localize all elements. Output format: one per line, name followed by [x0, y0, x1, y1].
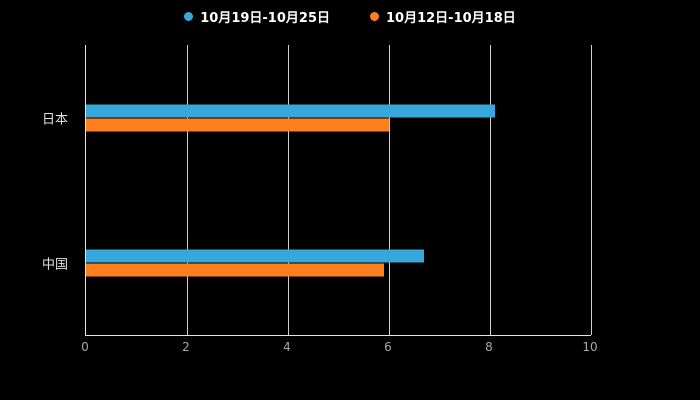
bar[interactable] [86, 104, 496, 117]
plot-area [85, 45, 592, 336]
y-axis-labels: 日本 中国 [0, 45, 78, 335]
bar-group [86, 104, 591, 131]
bar[interactable] [86, 263, 384, 276]
y-category-label: 日本 [41, 112, 68, 127]
gridline [490, 45, 491, 335]
bar[interactable] [86, 118, 389, 131]
bar-group [86, 249, 591, 276]
x-axis-labels: 0 2 4 6 8 10 [81, 340, 597, 358]
x-tick-label: 0 [81, 340, 89, 354]
y-category-label: 中国 [41, 257, 68, 272]
legend-label: 10月12日-10月18日 [386, 11, 516, 26]
legend: 10月19日-10月25日 10月12日-10月18日 [0, 7, 700, 26]
legend-label: 10月19日-10月25日 [200, 11, 330, 26]
x-tick-label: 10 [582, 340, 598, 354]
x-tick-label: 2 [182, 340, 190, 354]
gridline [591, 45, 592, 335]
x-tick-label: 8 [485, 340, 493, 354]
gridline [187, 45, 188, 335]
bar[interactable] [86, 249, 425, 262]
legend-item[interactable]: 10月12日-10月18日 [370, 7, 516, 26]
legend-item[interactable]: 10月19日-10月25日 [184, 7, 330, 26]
gridline [288, 45, 289, 335]
x-tick-label: 4 [283, 340, 291, 354]
legend-dot-icon [184, 12, 194, 21]
legend-dot-icon [370, 12, 379, 21]
x-tick-label: 6 [384, 340, 392, 354]
gridline [389, 45, 390, 335]
